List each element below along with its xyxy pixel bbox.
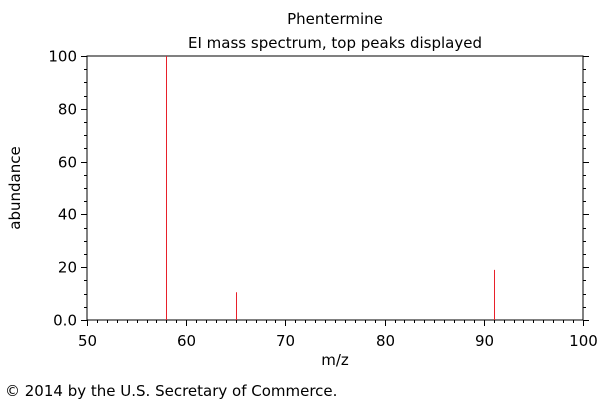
y-tick-label: 40 [58, 206, 77, 224]
copyright-notice: © 2014 by the U.S. Secretary of Commerce… [5, 382, 337, 400]
y-axis-ticks: 0.0 20 40 60 80 100 [48, 48, 589, 330]
x-tick-label: 50 [78, 332, 97, 350]
chart-subtitle: EI mass spectrum, top peaks displayed [188, 34, 482, 52]
y-tick-label: 0.0 [53, 312, 77, 330]
peak-series [166, 56, 495, 320]
x-tick-label: 80 [376, 332, 395, 350]
x-axis-minor-ticks [97, 320, 574, 323]
y-tick-label: 100 [48, 48, 77, 66]
chart-title: Phentermine [287, 10, 383, 28]
y-tick-label: 60 [58, 154, 77, 172]
y-tick-label: 20 [58, 259, 77, 277]
y-tick-label: 80 [58, 101, 77, 119]
x-tick-label: 90 [475, 332, 494, 350]
x-tick-label: 100 [569, 332, 598, 350]
y-axis-label: abundance [6, 146, 24, 229]
x-tick-label: 70 [276, 332, 295, 350]
x-tick-label: 60 [177, 332, 196, 350]
x-axis-label: m/z [321, 351, 349, 369]
y-axis-minor-ticks [84, 69, 586, 308]
plot-frame [86, 55, 584, 321]
x-axis-ticks: 50 60 70 80 90 100 [78, 320, 598, 350]
